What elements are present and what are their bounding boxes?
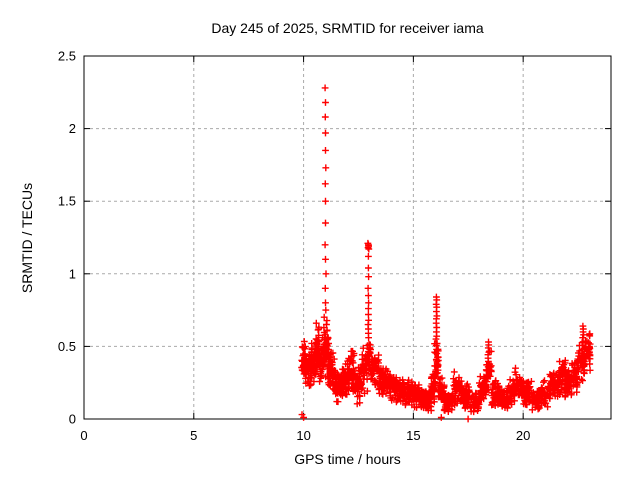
x-tick-label: 10 bbox=[296, 428, 310, 443]
y-tick-label: 0.5 bbox=[58, 339, 76, 354]
tick-labels: 0 5 10 15 20 0 0.5 1 1.5 2 2.5 bbox=[58, 49, 530, 444]
y-tick-label: 1.5 bbox=[58, 194, 76, 209]
data-points bbox=[298, 84, 594, 423]
x-tick-label: 5 bbox=[190, 428, 197, 443]
x-tick-label: 15 bbox=[406, 428, 420, 443]
x-axis-label: GPS time / hours bbox=[294, 451, 401, 467]
chart-title: Day 245 of 2025, SRMTID for receiver iam… bbox=[211, 20, 484, 36]
y-tick-label: 1 bbox=[69, 266, 76, 281]
x-tick-label: 0 bbox=[80, 428, 87, 443]
y-tick-label: 2 bbox=[69, 121, 76, 136]
y-tick-label: 0 bbox=[69, 412, 76, 427]
x-tick-label: 20 bbox=[516, 428, 530, 443]
y-tick-label: 2.5 bbox=[58, 49, 76, 64]
